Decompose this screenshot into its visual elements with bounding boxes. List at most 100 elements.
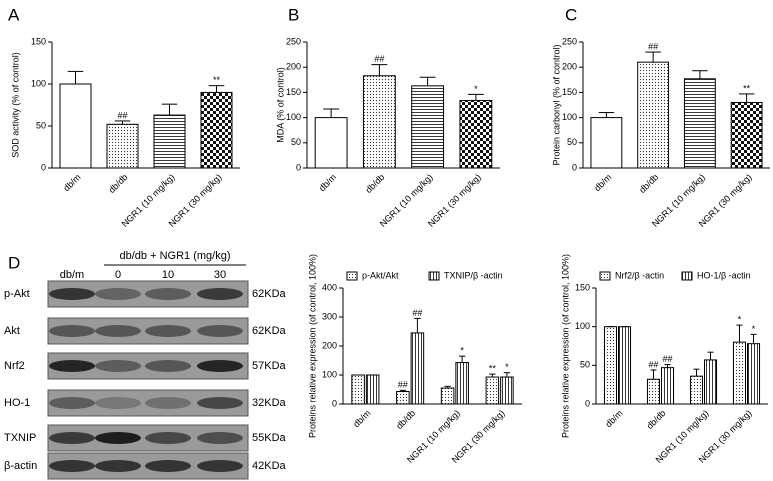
legend-swatch [681, 271, 693, 281]
bar [590, 117, 623, 169]
bar [410, 332, 425, 405]
y-tick-label: 250 [286, 36, 301, 46]
x-tick-label: db/m [317, 172, 338, 193]
y-tick-label: 0 [585, 398, 590, 408]
x-tick-label: db/db [637, 172, 660, 195]
blot-band [95, 325, 141, 337]
bar [661, 367, 675, 405]
blot-band [145, 325, 191, 337]
blot-band [145, 397, 191, 409]
bar [411, 85, 445, 169]
x-tick-label: NGR1 (30 mg/kg) [426, 172, 483, 229]
y-tick-label: 0 [572, 162, 577, 172]
y-tick-label: 150 [286, 87, 301, 97]
legend-label: HO-1/β -actin [697, 270, 751, 280]
y-tick-label: 50 [567, 137, 577, 147]
annotation: ** [489, 364, 497, 374]
annotation: * [474, 84, 478, 94]
blot-band [49, 397, 95, 409]
blot-band [145, 460, 191, 472]
y-tick-label: 100 [562, 112, 577, 122]
blot-band [49, 325, 95, 337]
y-tick-label: 0 [296, 162, 301, 172]
legend-label: TXNIP/β -actin [444, 270, 503, 280]
legend-swatch [428, 271, 440, 281]
x-tick-label: db/m [592, 172, 613, 193]
blot-row-label: β-actin [4, 460, 37, 472]
legend-label: Nrf2/β -actin [615, 270, 664, 280]
bar [153, 114, 186, 169]
y-tick-label: 150 [31, 36, 46, 46]
y-tick-label: 250 [562, 36, 577, 46]
y-axis-label: SOD activity (% of control) [10, 52, 20, 158]
annotation: * [460, 346, 464, 356]
panel-letter: B [288, 5, 299, 24]
blot-size-label: 62KDa [252, 325, 287, 337]
blot-band [95, 397, 141, 409]
blot-band [145, 432, 191, 444]
annotation: ## [374, 54, 384, 64]
blot-header: 10 [162, 269, 174, 281]
bar [500, 376, 514, 405]
blot-header: db/m [60, 269, 84, 281]
x-tick-label: db/db [645, 408, 668, 431]
bar [459, 99, 493, 169]
legend-swatch [346, 271, 358, 281]
bar [396, 391, 410, 405]
bar [689, 375, 704, 405]
panel-letter: D [8, 253, 20, 272]
blot-band [95, 288, 141, 300]
y-tick-label: 150 [562, 87, 577, 97]
blot-header: 0 [115, 269, 121, 281]
x-tick-label: db/db [107, 172, 130, 195]
y-tick-label: 50 [580, 360, 590, 370]
bar [362, 75, 396, 169]
bar [637, 61, 670, 169]
y-axis-label: Proteins relative expression (of control… [560, 254, 570, 438]
annotation: ** [743, 83, 751, 93]
blot-size-label: 62KDa [252, 288, 287, 300]
y-tick-label: 50 [36, 120, 46, 130]
bar [59, 83, 92, 169]
y-axis-label: Protein carbonyl (% of control) [551, 44, 561, 165]
blot-band [49, 360, 95, 372]
bar [704, 359, 718, 405]
blot-band [197, 325, 243, 337]
bar [106, 123, 139, 169]
panel-letter: A [8, 5, 20, 24]
blot-band [197, 360, 243, 372]
legend-label: p-Akt/Akt [362, 270, 399, 280]
blot-row-label: Akt [4, 325, 20, 337]
y-axis-label: MDA (% of control) [275, 67, 285, 143]
blot-row-label: TXNIP [4, 432, 36, 444]
y-tick-label: 100 [31, 78, 46, 88]
y-tick-label: 100 [286, 112, 301, 122]
bar [455, 362, 469, 405]
bar [351, 374, 365, 405]
blot-band [95, 360, 141, 372]
blot-band [145, 360, 191, 372]
y-tick-label: 0 [332, 398, 337, 408]
y-tick-label: 400 [322, 282, 337, 292]
annotation: ## [648, 359, 658, 369]
bar [440, 387, 455, 405]
blot-header: 30 [214, 269, 226, 281]
blot-band [95, 460, 141, 472]
x-tick-label: db/db [363, 172, 386, 195]
blot-band [49, 432, 95, 444]
blot-band [197, 288, 243, 300]
blot-band [197, 397, 243, 409]
bar [200, 91, 233, 169]
blot-size-label: 32KDa [252, 397, 287, 409]
blot-band [95, 432, 141, 444]
blot-header: db/db + NGR1 (mg/kg) [120, 250, 231, 262]
blot-row-label: HO-1 [4, 397, 30, 409]
bar [646, 378, 661, 405]
blot-size-label: 55KDa [252, 432, 287, 444]
bar [732, 341, 747, 405]
y-tick-label: 100 [322, 369, 337, 379]
legend-swatch [599, 271, 611, 281]
x-tick-label: db/m [603, 408, 624, 429]
bar [485, 376, 500, 405]
bar [314, 117, 348, 169]
